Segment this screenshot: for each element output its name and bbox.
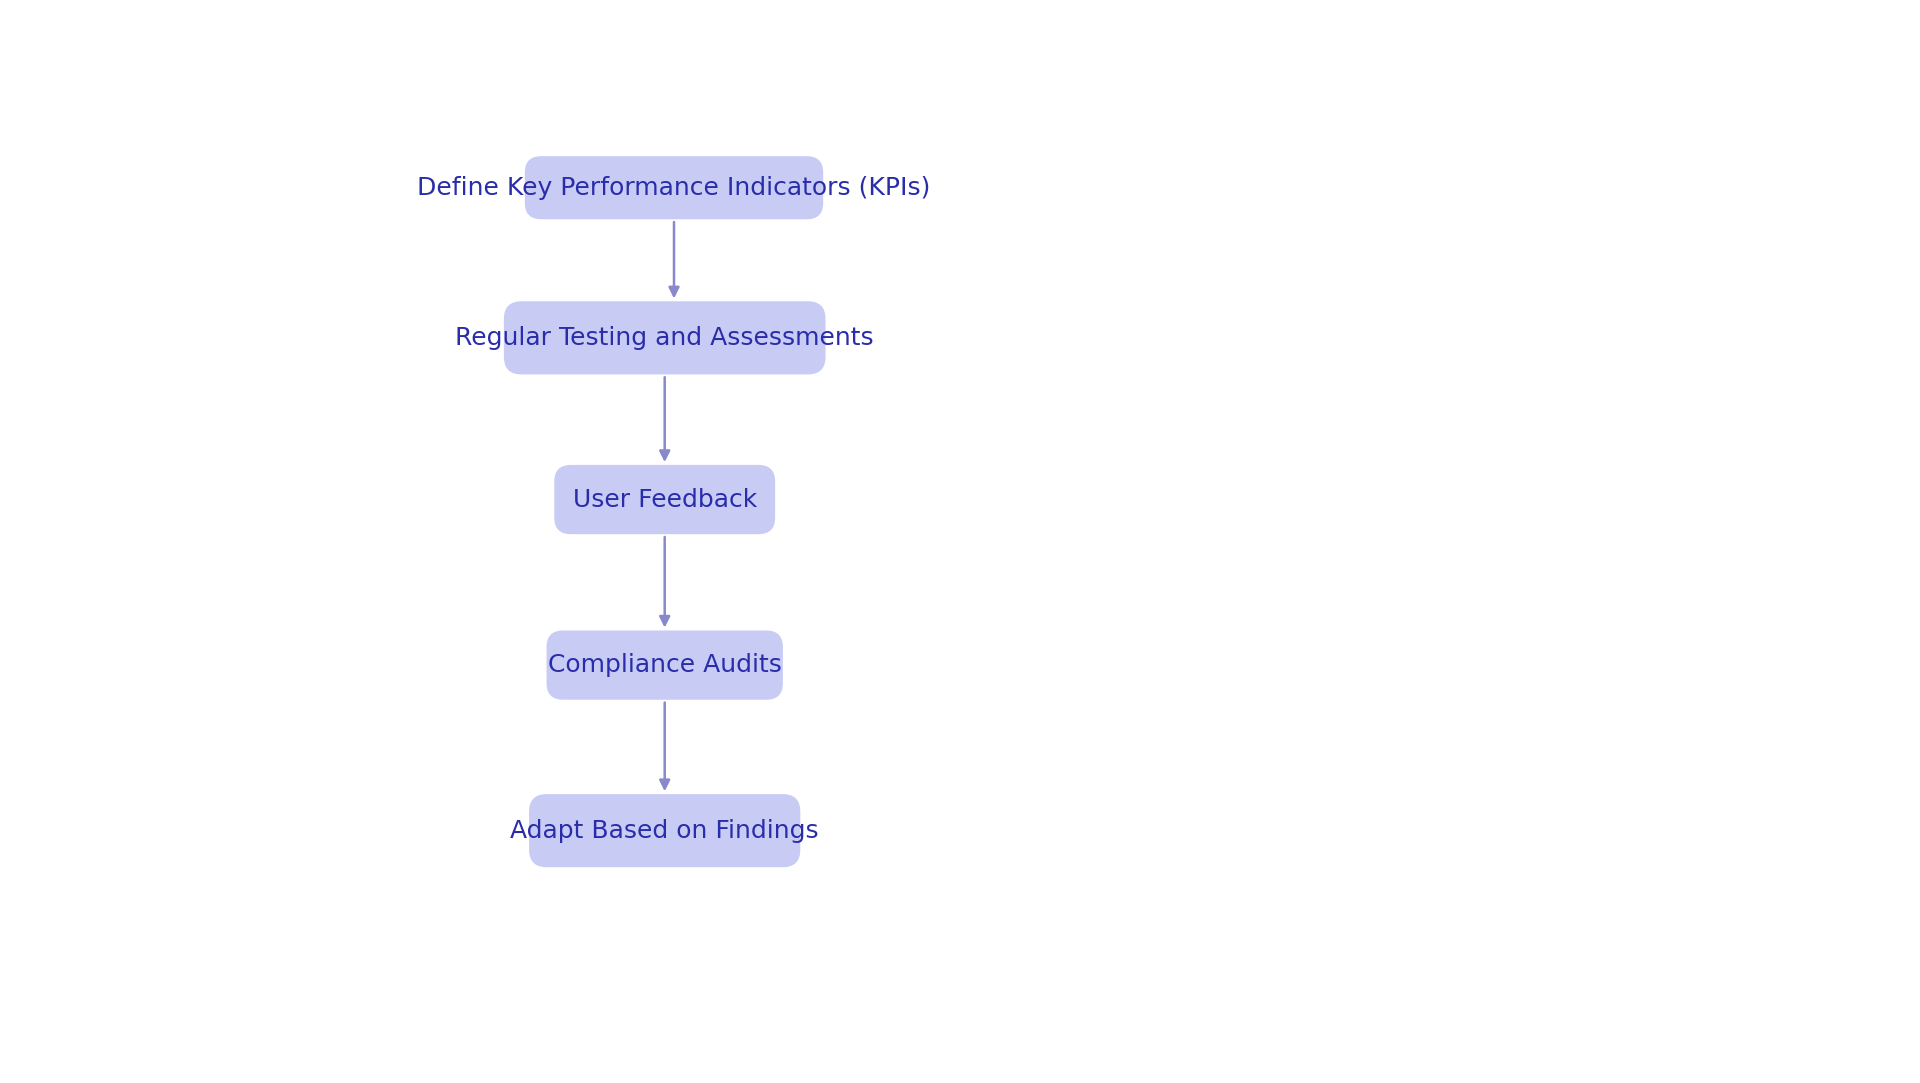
Text: Compliance Audits: Compliance Audits	[547, 653, 781, 677]
FancyBboxPatch shape	[503, 301, 826, 375]
Text: Define Key Performance Indicators (KPIs): Define Key Performance Indicators (KPIs)	[417, 175, 931, 199]
FancyBboxPatch shape	[524, 156, 824, 219]
FancyBboxPatch shape	[530, 794, 801, 867]
Text: Adapt Based on Findings: Adapt Based on Findings	[511, 819, 820, 843]
Text: Regular Testing and Assessments: Regular Testing and Assessments	[455, 326, 874, 350]
Text: User Feedback: User Feedback	[572, 487, 756, 511]
FancyBboxPatch shape	[547, 630, 783, 700]
FancyBboxPatch shape	[555, 465, 776, 534]
